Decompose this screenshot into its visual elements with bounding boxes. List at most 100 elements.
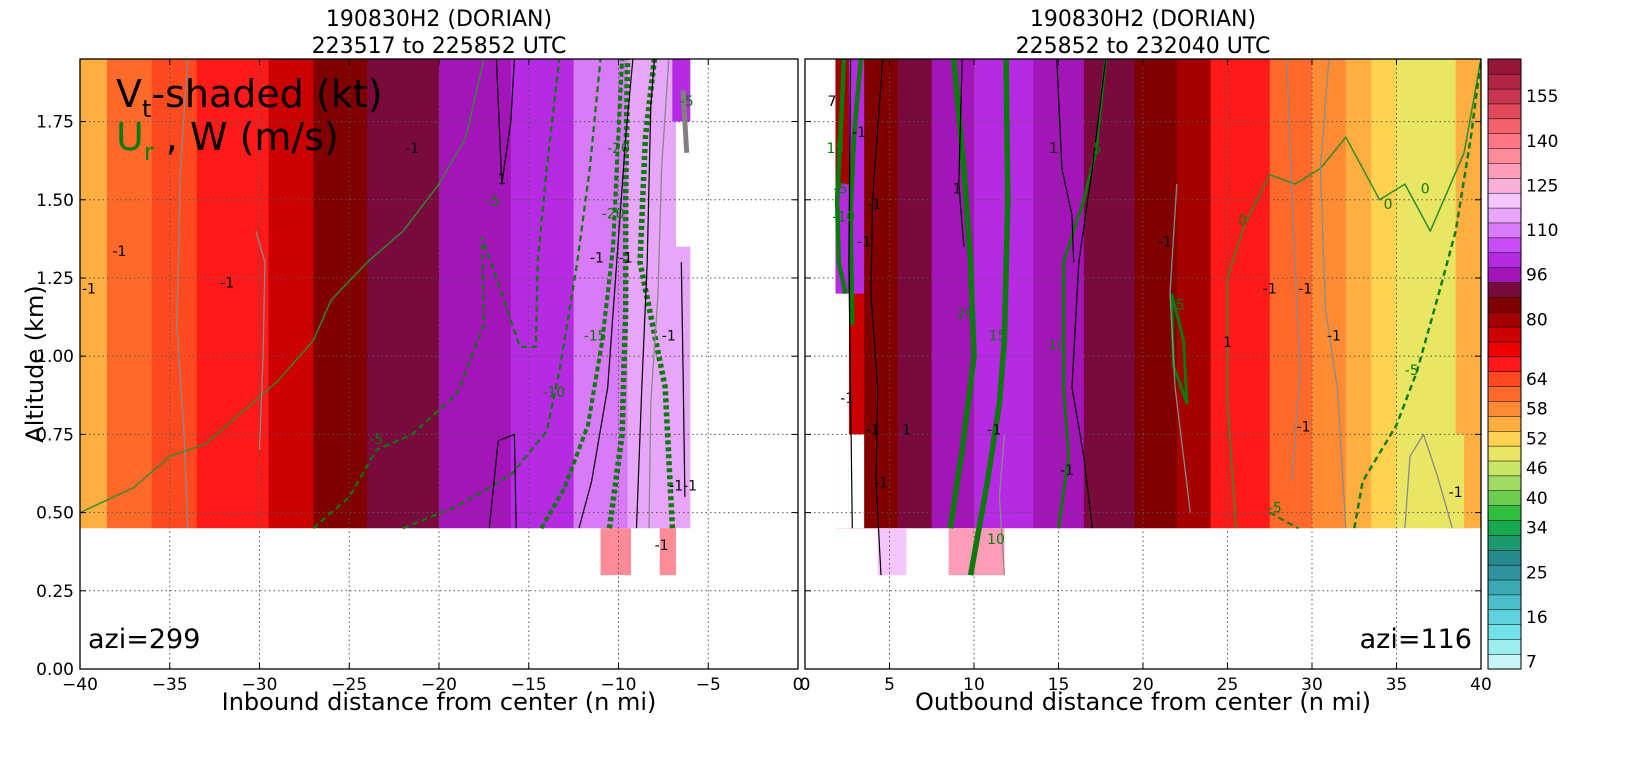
contour-label: 5	[1093, 141, 1102, 157]
right-panel: 7 -1 -1 -1 1 1 -1 1 -1 -1 -1 -1 -1 -1 -1 1 -1 -1 -1 15 -5 -10…	[805, 59, 1481, 669]
colorbar-tick-label: 96	[1526, 266, 1548, 286]
colorbar-segment	[1487, 296, 1522, 313]
colorbar-tick-label: 40	[1526, 489, 1548, 509]
y-tick-label: 1.75	[36, 113, 74, 133]
colorbar-tick-label: 80	[1526, 310, 1548, 330]
left-x-axis-label: Inbound distance from center (n mi)	[221, 688, 657, 716]
colorbar-tick-label: 16	[1526, 608, 1548, 628]
right-grid	[805, 59, 1481, 669]
legend-vt-label: Vt-shaded (kt)	[116, 72, 383, 123]
contour-label: -5	[834, 182, 848, 198]
left-panel: 1-1 -1-1-1-1-1-1-1-1-1-20-20-15-10-5-5-5	[80, 59, 798, 669]
contour-label: 10	[987, 532, 1005, 548]
colorbar-segment	[1487, 281, 1522, 298]
shade-column-15	[1371, 59, 1398, 529]
colorbar-segment	[1487, 267, 1522, 283]
colorbar-tick-label: 25	[1526, 563, 1548, 583]
contour-label: -15	[584, 329, 607, 345]
right-title: 190830H2 (DORIAN) 225852 to 232040 UTC	[805, 6, 1481, 60]
contour-label: -5	[1405, 363, 1419, 379]
contour-label: -1	[867, 197, 881, 213]
w-contour-right-10	[998, 434, 1006, 576]
shade-gap-left	[805, 59, 836, 529]
x-tick-label: 35	[1386, 675, 1408, 695]
y-tick-label: 0.00	[36, 660, 74, 680]
y-tick-label: 0.50	[36, 504, 74, 524]
colorbar-tick-label: 7	[1526, 653, 1537, 673]
contour-label: -1	[662, 329, 676, 345]
colorbar-segment	[1487, 237, 1522, 253]
contour-label: -1	[1327, 329, 1341, 345]
ur-contour-15-core-b	[848, 59, 864, 325]
colorbar-segment	[1487, 609, 1522, 625]
x-tick-label: −30	[242, 675, 278, 695]
colorbar-segment	[1487, 148, 1522, 164]
contour-label: -1	[1449, 485, 1463, 501]
contour-label: -1	[220, 275, 234, 291]
x-tick-label: 0	[800, 675, 811, 695]
shade-column-7	[439, 59, 512, 529]
contour-label: -1	[987, 422, 1001, 438]
colorbar-segment	[1487, 519, 1522, 536]
contour-label: -10	[542, 385, 565, 401]
colorbar-segment	[1487, 415, 1522, 432]
w-contour-left-4	[578, 59, 634, 529]
right-contour-labels: 7 -1 -1 -1 1 1 -1 1 -1 -1 -1 -1 -1 -1 -1 1 -1 -1 -1 15 -5 -10…	[827, 94, 1463, 548]
colorbar-segment	[1487, 326, 1522, 343]
contour-label: -1	[874, 476, 888, 492]
ur-contour-m20b-left	[637, 59, 676, 529]
x-tick-label: −15	[511, 675, 547, 695]
x-tick-label: −20	[421, 675, 457, 695]
shade-gap-left-3	[848, 434, 865, 529]
w-contour-right-2	[870, 59, 884, 576]
x-tick-label: −10	[601, 675, 637, 695]
contour-label: -1	[1060, 463, 1074, 479]
contour-label: -1	[590, 250, 604, 266]
left-ticks: −40 −35 −30 −25 −20 −15 −10 −5 0 0.00 0.25 0.50 0.75…	[36, 59, 803, 695]
contour-label: -20	[607, 141, 630, 157]
contour-label: -1	[1298, 282, 1312, 298]
contour-label: -5	[369, 432, 383, 448]
contour-label: 5	[1176, 297, 1185, 313]
w-contour-left-2	[495, 59, 515, 185]
contour-label: 7	[828, 94, 837, 110]
contour-label: -5	[486, 194, 500, 210]
colorbar-tick-label: 52	[1526, 429, 1548, 449]
colorbar-segment	[1487, 58, 1522, 75]
shade-column-16	[1396, 59, 1423, 529]
shade-gap-right	[690, 59, 798, 529]
w-contour-left-9	[680, 262, 686, 497]
contour-label: 15	[827, 141, 845, 157]
ur-contour-20-right	[947, 59, 977, 529]
x-tick-label: 15	[1048, 675, 1070, 695]
shade-column-5	[313, 59, 368, 529]
shade-patch-low-3	[877, 528, 907, 576]
shade-column-2	[864, 59, 899, 529]
legend-ur-label: Ur , W (m/s)	[116, 115, 339, 166]
contour-label: 0	[1384, 197, 1393, 213]
shade-column-3	[196, 59, 270, 529]
colorbar-segment	[1487, 252, 1522, 268]
colorbar-tick-label: 34	[1526, 519, 1548, 539]
left-title-line2: 223517 to 225852 UTC	[311, 34, 567, 59]
colorbar-tick-label: 64	[1526, 370, 1548, 390]
shade-column-12	[1269, 59, 1313, 529]
colorbar-segment	[1487, 192, 1522, 209]
colorbar-segment	[1487, 430, 1522, 447]
colorbar-segment	[1487, 311, 1522, 328]
right-ticks: 0 5 10 15 20 25 30 35 40	[800, 59, 1492, 695]
contour-label: 1	[1049, 141, 1058, 157]
y-tick-label: 1.25	[36, 269, 74, 289]
w-contour-right-6	[1169, 184, 1191, 513]
colorbar-segment	[1487, 103, 1522, 120]
left-azimuth-label: azi=299	[88, 624, 200, 655]
ur-contour-0-left	[80, 59, 485, 514]
contour-label: -1	[857, 235, 871, 251]
ur-contour-15-core	[834, 59, 848, 295]
w-contour-right-8	[1319, 59, 1347, 529]
contour-label: -1	[1297, 419, 1311, 435]
colorbar: 7 16 25 34 40 46 52 58 64 80 96 110 125 140 155	[1487, 58, 1558, 673]
colorbar-segment	[1487, 88, 1522, 105]
ur-contour-m15-left	[539, 59, 625, 530]
